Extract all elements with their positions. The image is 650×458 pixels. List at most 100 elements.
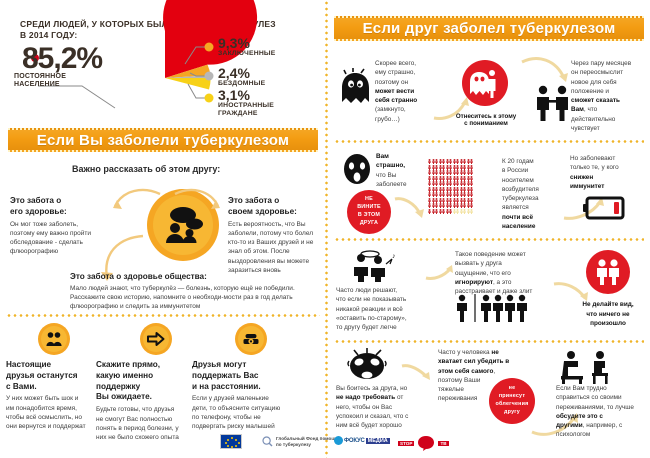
person-glyph xyxy=(456,164,459,170)
person-glyph xyxy=(463,181,466,186)
card-body: Есть вероятность, что Вы заболели, потом… xyxy=(228,220,314,274)
person-glyph xyxy=(431,170,435,175)
person-glyph xyxy=(466,181,470,186)
card-body: Он мог тоже заболеть, поэтому ему важно … xyxy=(10,220,91,256)
person-glyph xyxy=(431,181,435,186)
row1-left-line5: грубо…) xyxy=(375,115,400,123)
row1-left-bold2: себя странно xyxy=(375,97,418,105)
person-glyph xyxy=(438,175,442,181)
row2-mid-line3: носителем xyxy=(502,176,534,184)
card-head-line2: его здоровье: xyxy=(10,206,67,216)
person-glyph xyxy=(463,159,466,164)
person-glyph xyxy=(470,159,473,164)
person-glyph xyxy=(428,192,431,197)
person-glyph xyxy=(431,175,435,181)
person-glyph xyxy=(431,208,435,214)
two-men-holding-hands-icon xyxy=(537,85,568,121)
row4-mid-line2: , xyxy=(493,367,496,375)
row3-arrow-2 xyxy=(553,282,588,301)
person-glyph xyxy=(438,208,442,214)
focus-media-word: ФОКУС xyxy=(344,437,365,444)
therapy-session-icon xyxy=(561,351,608,384)
caption-line1: Не делайте вид, xyxy=(582,301,634,308)
row4-mid-bold1: не xyxy=(491,349,499,356)
person-glyph xyxy=(452,208,456,214)
caption-line2: что ничего не xyxy=(586,310,630,318)
person-glyph xyxy=(445,203,449,208)
row2-right-line1: Но заболевают xyxy=(570,155,616,162)
person-glyph xyxy=(459,159,463,164)
right-divider-1 xyxy=(334,140,644,143)
row3-badge-caption: Не делайте вид, что ничего не произошло xyxy=(560,300,650,329)
person-glyph xyxy=(463,186,466,192)
person-glyph xyxy=(470,164,473,170)
person-glyph xyxy=(442,175,445,181)
person-glyph xyxy=(442,186,445,192)
row2-mid-bold2: население xyxy=(502,222,536,230)
low-battery-icon xyxy=(583,196,625,220)
person-glyph xyxy=(463,170,466,175)
person-glyph xyxy=(442,203,445,208)
row2-right-bold2: иммунитет xyxy=(570,182,605,190)
row1-right-line5: , что xyxy=(583,106,598,114)
row2-right-text: Но заболевают только те, у кого снижен и… xyxy=(570,154,642,191)
person-glyph xyxy=(470,186,473,192)
row1-right-bold1: сможет сказать xyxy=(571,97,620,105)
person-glyph xyxy=(452,159,456,164)
row4-right-line3: переживаниями, то лучше xyxy=(556,403,634,411)
monster-and-person-icon xyxy=(470,70,496,98)
person-glyph xyxy=(445,192,449,197)
person-glyph xyxy=(445,181,449,186)
person-glyph xyxy=(431,197,435,203)
scared-monster-icon xyxy=(342,68,369,103)
stamp-line3: В ЭТОМ xyxy=(357,212,381,218)
row1-badge-caption: Отнеситесь к этому с пониманием xyxy=(444,113,528,127)
card-body: Мало людей знают, что туберкулёз — болез… xyxy=(70,284,295,311)
person-glyph xyxy=(466,175,470,181)
person-glyph xyxy=(463,175,466,181)
person-glyph xyxy=(442,181,445,186)
person-glyph xyxy=(459,186,463,192)
row1-right-line3: новое для себя xyxy=(571,78,617,86)
caption-line1: Отнеситесь к этому xyxy=(455,113,517,120)
person-glyph xyxy=(459,203,463,208)
legend-percent: 9,3% xyxy=(218,35,250,51)
person-glyph xyxy=(452,164,456,170)
left-curved-arrows xyxy=(101,188,220,281)
row3-left-line1: Часто люди решают, xyxy=(336,287,398,294)
left-banner: Если Вы заболели туберкулезом xyxy=(8,128,318,152)
person-glyph xyxy=(435,203,438,208)
row4-right-line2: справиться со своими xyxy=(556,394,622,402)
person-glyph xyxy=(428,159,431,164)
row3-left-line3: никакой реакции и всё xyxy=(336,305,403,313)
card-head-line3: поддержку xyxy=(96,381,141,391)
row4-mid-line5: переживания xyxy=(438,395,478,403)
stop-tb-right-chip: TB xyxy=(438,440,449,446)
row4-left-line2: от xyxy=(396,394,404,402)
person-glyph xyxy=(456,181,459,186)
person-glyph xyxy=(459,181,463,186)
person-glyph xyxy=(466,197,470,203)
person-glyph xyxy=(449,164,452,170)
row1-right-line1: Через пару месяцев xyxy=(571,60,632,67)
row3-left-text: Часто люди решают, что если не показыват… xyxy=(336,286,426,332)
person-glyph xyxy=(459,170,463,175)
row2-left-text: Вам страшно, что Вы заболеете xyxy=(376,152,426,189)
row4-left-line5: ним всё будет хорошо xyxy=(336,422,402,430)
pie-chart xyxy=(163,0,257,90)
row1-left-line1: Скорее всего, xyxy=(375,60,417,67)
card-head-line1: Это забота о xyxy=(228,196,280,205)
row1-right-line7: чувствует xyxy=(571,124,600,132)
people-grid-icon xyxy=(428,159,473,214)
card-head-line4: Вы ожидаете. xyxy=(96,392,152,402)
left-divider-1 xyxy=(6,314,320,317)
card-health-society: Это забота о здоровье общества: Мало люд… xyxy=(70,272,320,311)
person-glyph xyxy=(470,175,473,181)
dont-blame-stamp: НЕ ВИНИТЕ В ЭТОМ ДРУГА xyxy=(342,185,396,239)
telephone-icon xyxy=(243,333,259,344)
person-glyph xyxy=(459,208,463,214)
person-glyph xyxy=(452,170,456,175)
row1-left-bold1: может вести xyxy=(375,87,415,95)
person-glyph xyxy=(470,197,473,203)
